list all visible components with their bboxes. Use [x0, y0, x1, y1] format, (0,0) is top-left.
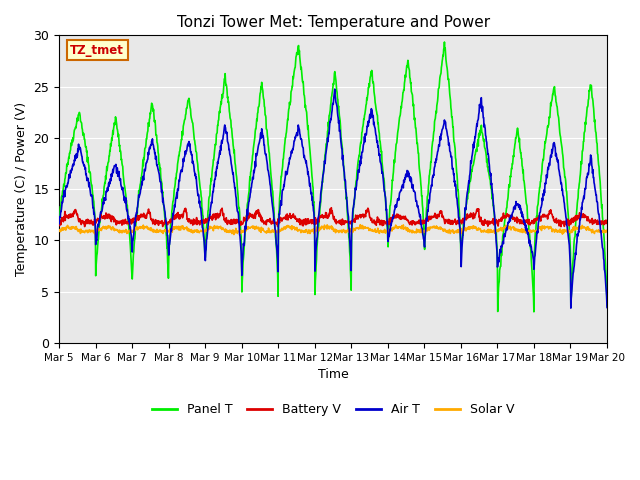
Battery V	[490, 222, 498, 228]
Solar V	[603, 228, 611, 233]
Solar V	[490, 229, 498, 235]
Air T	[331, 86, 339, 92]
Air T	[419, 226, 426, 232]
Panel T	[177, 140, 185, 146]
Battery V	[55, 223, 63, 228]
Panel T	[490, 209, 498, 215]
Air T	[55, 221, 63, 227]
Air T	[603, 305, 611, 311]
Solar V	[55, 228, 63, 234]
Battery V	[164, 222, 172, 228]
Line: Air T: Air T	[59, 89, 607, 308]
Panel T	[539, 158, 547, 164]
Solar V	[164, 228, 172, 234]
Battery V	[239, 221, 246, 227]
Air T	[490, 207, 498, 213]
Battery V	[603, 220, 611, 226]
Solar V	[239, 229, 246, 235]
Panel T	[164, 260, 172, 265]
Legend: Panel T, Battery V, Air T, Solar V: Panel T, Battery V, Air T, Solar V	[147, 398, 520, 421]
Y-axis label: Temperature (C) / Power (V): Temperature (C) / Power (V)	[15, 102, 28, 276]
Panel T	[239, 277, 246, 283]
Line: Panel T: Panel T	[59, 42, 607, 312]
Panel T	[418, 193, 426, 199]
Title: Tonzi Tower Met: Temperature and Power: Tonzi Tower Met: Temperature and Power	[177, 15, 490, 30]
Panel T	[603, 303, 611, 309]
Solar V	[419, 228, 427, 233]
X-axis label: Time: Time	[317, 368, 348, 381]
Air T	[538, 195, 546, 201]
Battery V	[419, 221, 426, 227]
Panel T	[530, 309, 538, 315]
Solar V	[539, 225, 547, 231]
Battery V	[557, 224, 564, 229]
Text: TZ_tmet: TZ_tmet	[70, 44, 124, 57]
Panel T	[440, 39, 448, 45]
Battery V	[328, 205, 335, 211]
Battery V	[177, 213, 185, 218]
Panel T	[55, 221, 63, 227]
Air T	[567, 305, 575, 311]
Air T	[164, 233, 172, 239]
Air T	[177, 168, 185, 173]
Solar V	[230, 232, 237, 238]
Line: Solar V: Solar V	[59, 225, 607, 235]
Solar V	[177, 224, 185, 229]
Solar V	[356, 222, 364, 228]
Line: Battery V: Battery V	[59, 208, 607, 227]
Air T	[239, 258, 246, 264]
Battery V	[538, 213, 546, 219]
